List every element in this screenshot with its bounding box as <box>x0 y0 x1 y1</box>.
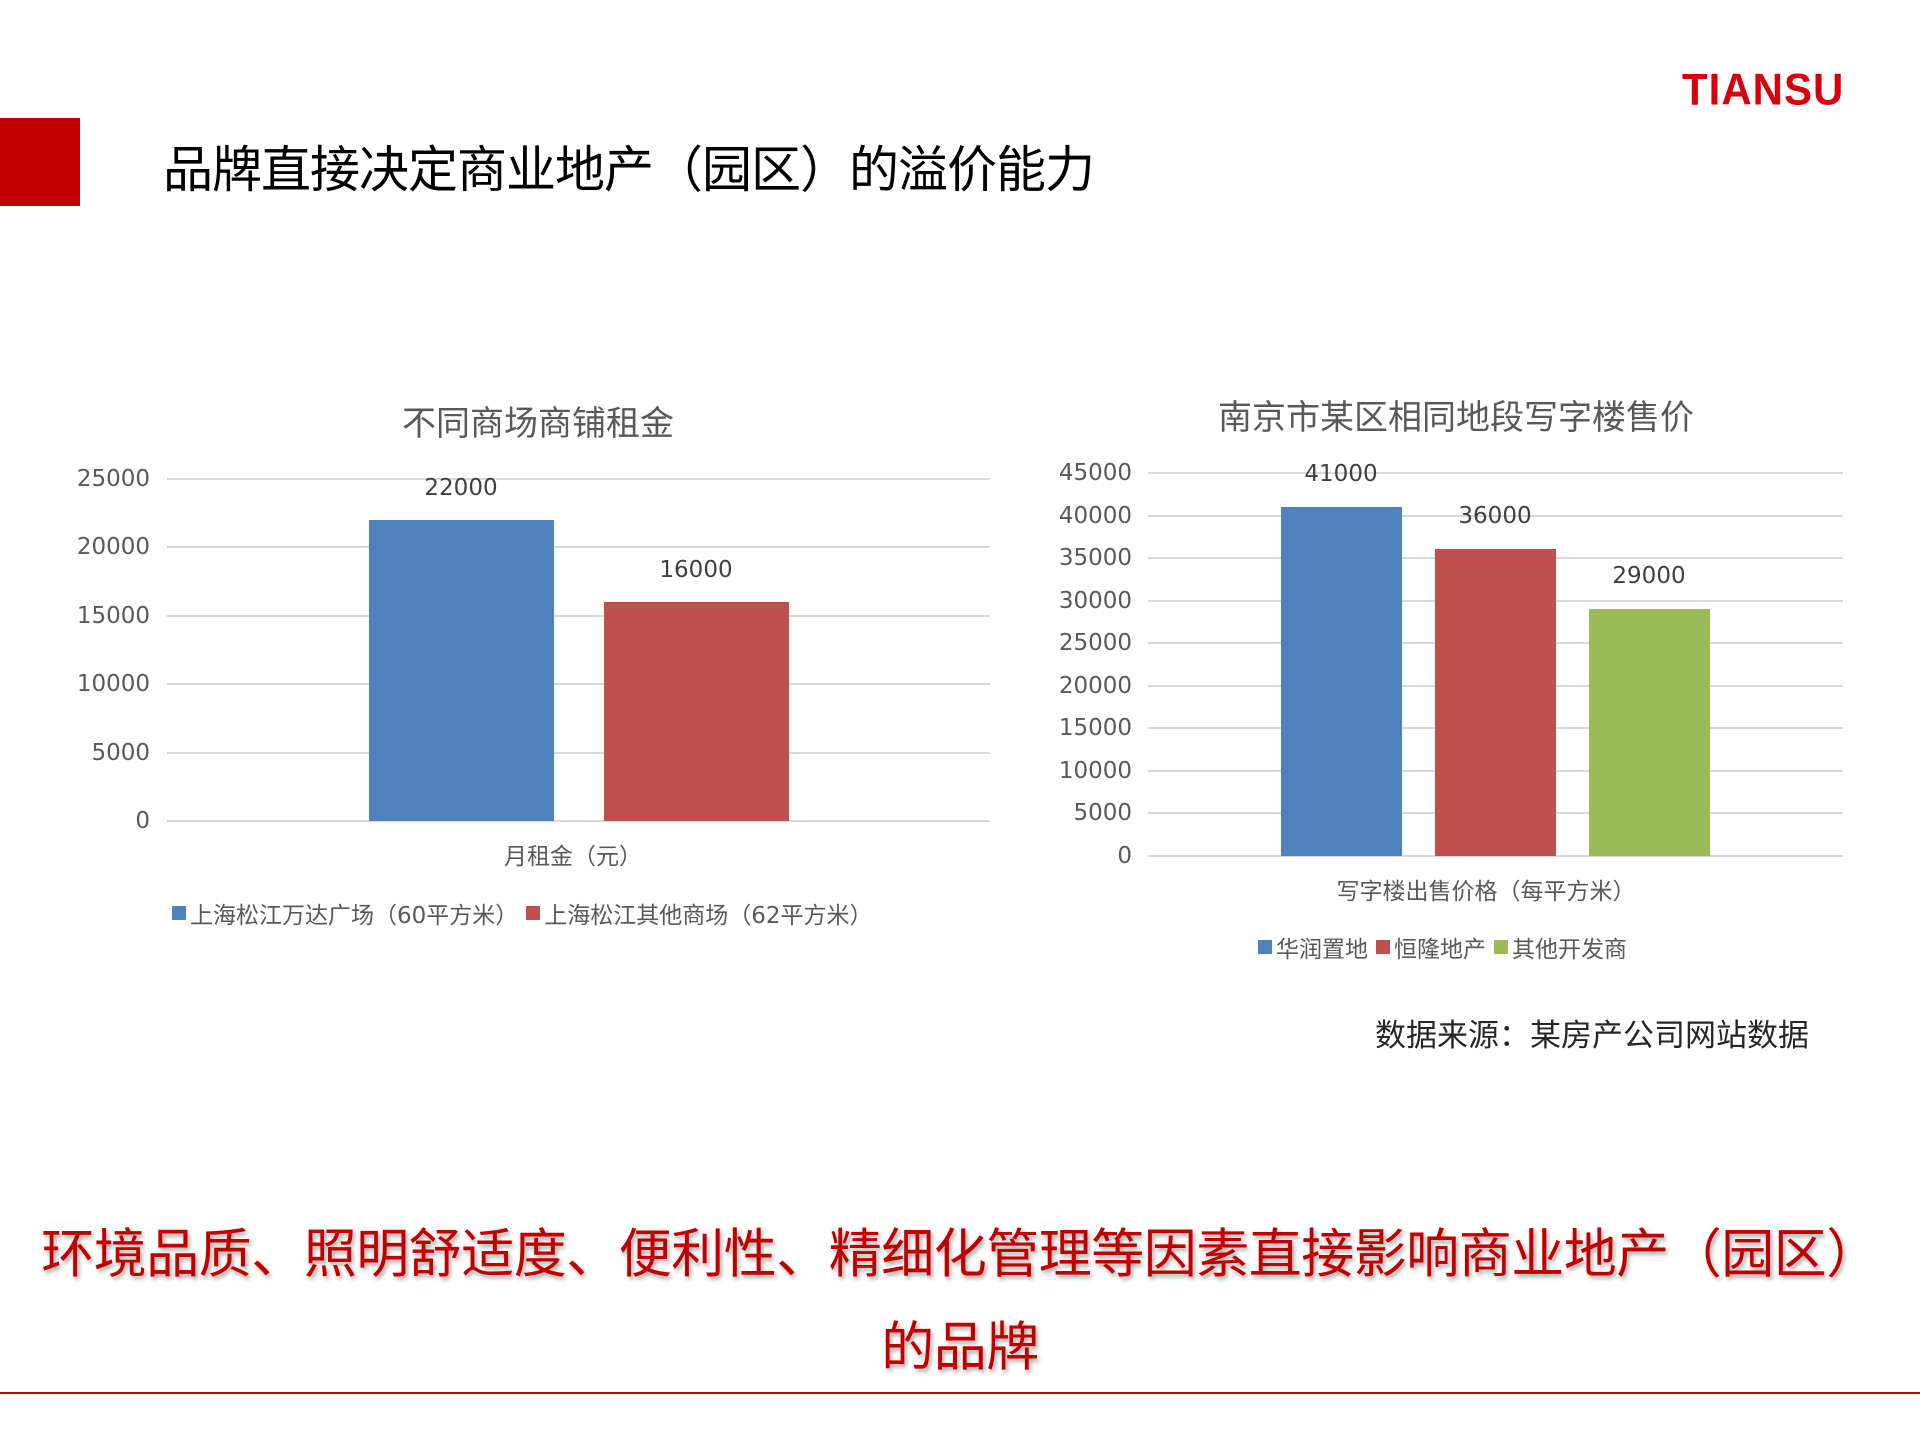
gridline <box>1148 472 1843 474</box>
legend-swatch-blue <box>172 906 186 920</box>
chart-legend: 上海松江万达广场（60平方米） 上海松江其他商场（62平方米） <box>172 896 881 930</box>
data-label: 29000 <box>1612 563 1686 589</box>
title-accent-block <box>0 118 80 206</box>
x-axis-label: 月租金（元） <box>504 844 642 870</box>
y-tick: 25000 <box>1058 630 1132 656</box>
chart-title: 南京市某区相同地段写字楼售价 <box>1218 398 1694 438</box>
gridline <box>167 683 990 685</box>
brand-logo: TIANSU <box>1682 64 1845 115</box>
legend-label: 上海松江其他商场（62平方米） <box>544 903 873 929</box>
bar-china-resources-land <box>1281 507 1402 856</box>
y-tick: 35000 <box>1058 545 1132 571</box>
y-tick: 0 <box>1117 843 1132 869</box>
data-label: 16000 <box>659 557 733 583</box>
footer-divider <box>0 1392 1920 1394</box>
y-tick: 20000 <box>76 534 150 560</box>
x-axis-label: 写字楼出售价格（每平方米） <box>1336 879 1636 905</box>
y-tick: 15000 <box>76 603 150 629</box>
y-tick: 45000 <box>1058 460 1132 486</box>
x-axis-line <box>167 820 990 822</box>
bar-other-malls <box>604 602 789 821</box>
banner-line-2: 的品牌 <box>881 1317 1039 1378</box>
gridline <box>167 546 990 548</box>
bar-hang-lung <box>1435 549 1556 856</box>
y-tick: 15000 <box>1058 715 1132 741</box>
legend-item: 其他开发商 <box>1494 930 1627 964</box>
bar-wanda <box>369 520 554 821</box>
y-tick: 0 <box>135 808 150 834</box>
legend-label: 恒隆地产 <box>1394 937 1486 963</box>
legend-label: 其他开发商 <box>1512 937 1627 963</box>
banner-line-1: 环境品质、照明舒适度、便利性、精细化管理等因素直接影响商业地产（园区） <box>41 1224 1879 1285</box>
y-tick: 10000 <box>1058 758 1132 784</box>
y-tick: 5000 <box>1073 800 1132 826</box>
y-tick: 20000 <box>1058 673 1132 699</box>
gridline <box>167 752 990 754</box>
data-label: 22000 <box>424 475 498 501</box>
y-tick: 40000 <box>1058 503 1132 529</box>
chart-title: 不同商场商铺租金 <box>402 404 674 444</box>
page-title: 品牌直接决定商业地产（园区）的溢价能力 <box>163 141 1095 199</box>
legend-item: 华润置地 <box>1258 930 1368 964</box>
gridline <box>167 478 990 480</box>
y-tick: 25000 <box>76 466 150 492</box>
legend-swatch-red <box>526 906 541 920</box>
legend-swatch-green <box>1494 940 1508 954</box>
chart-legend: 华润置地 恒隆地产 其他开发商 <box>1258 930 1635 964</box>
data-label: 41000 <box>1304 461 1378 487</box>
legend-swatch-blue <box>1258 940 1272 954</box>
legend-label: 上海松江万达广场（60平方米） <box>190 903 519 929</box>
legend-item: 恒隆地产 <box>1376 930 1486 964</box>
bar-other-developers <box>1589 609 1710 856</box>
data-label: 36000 <box>1458 503 1532 529</box>
data-source-note: 数据来源：某房产公司网站数据 <box>1375 1018 1809 1054</box>
legend-swatch-red <box>1376 940 1390 954</box>
y-tick: 5000 <box>91 740 150 766</box>
legend-label: 华润置地 <box>1276 937 1368 963</box>
x-axis-line <box>1148 855 1843 857</box>
y-tick: 30000 <box>1058 588 1132 614</box>
y-tick: 10000 <box>76 671 150 697</box>
legend-item: 上海松江万达广场（60平方米） <box>172 896 518 930</box>
legend-item: 上海松江其他商场（62平方米） <box>526 896 873 930</box>
gridline <box>167 615 990 617</box>
gridline <box>1148 515 1843 517</box>
